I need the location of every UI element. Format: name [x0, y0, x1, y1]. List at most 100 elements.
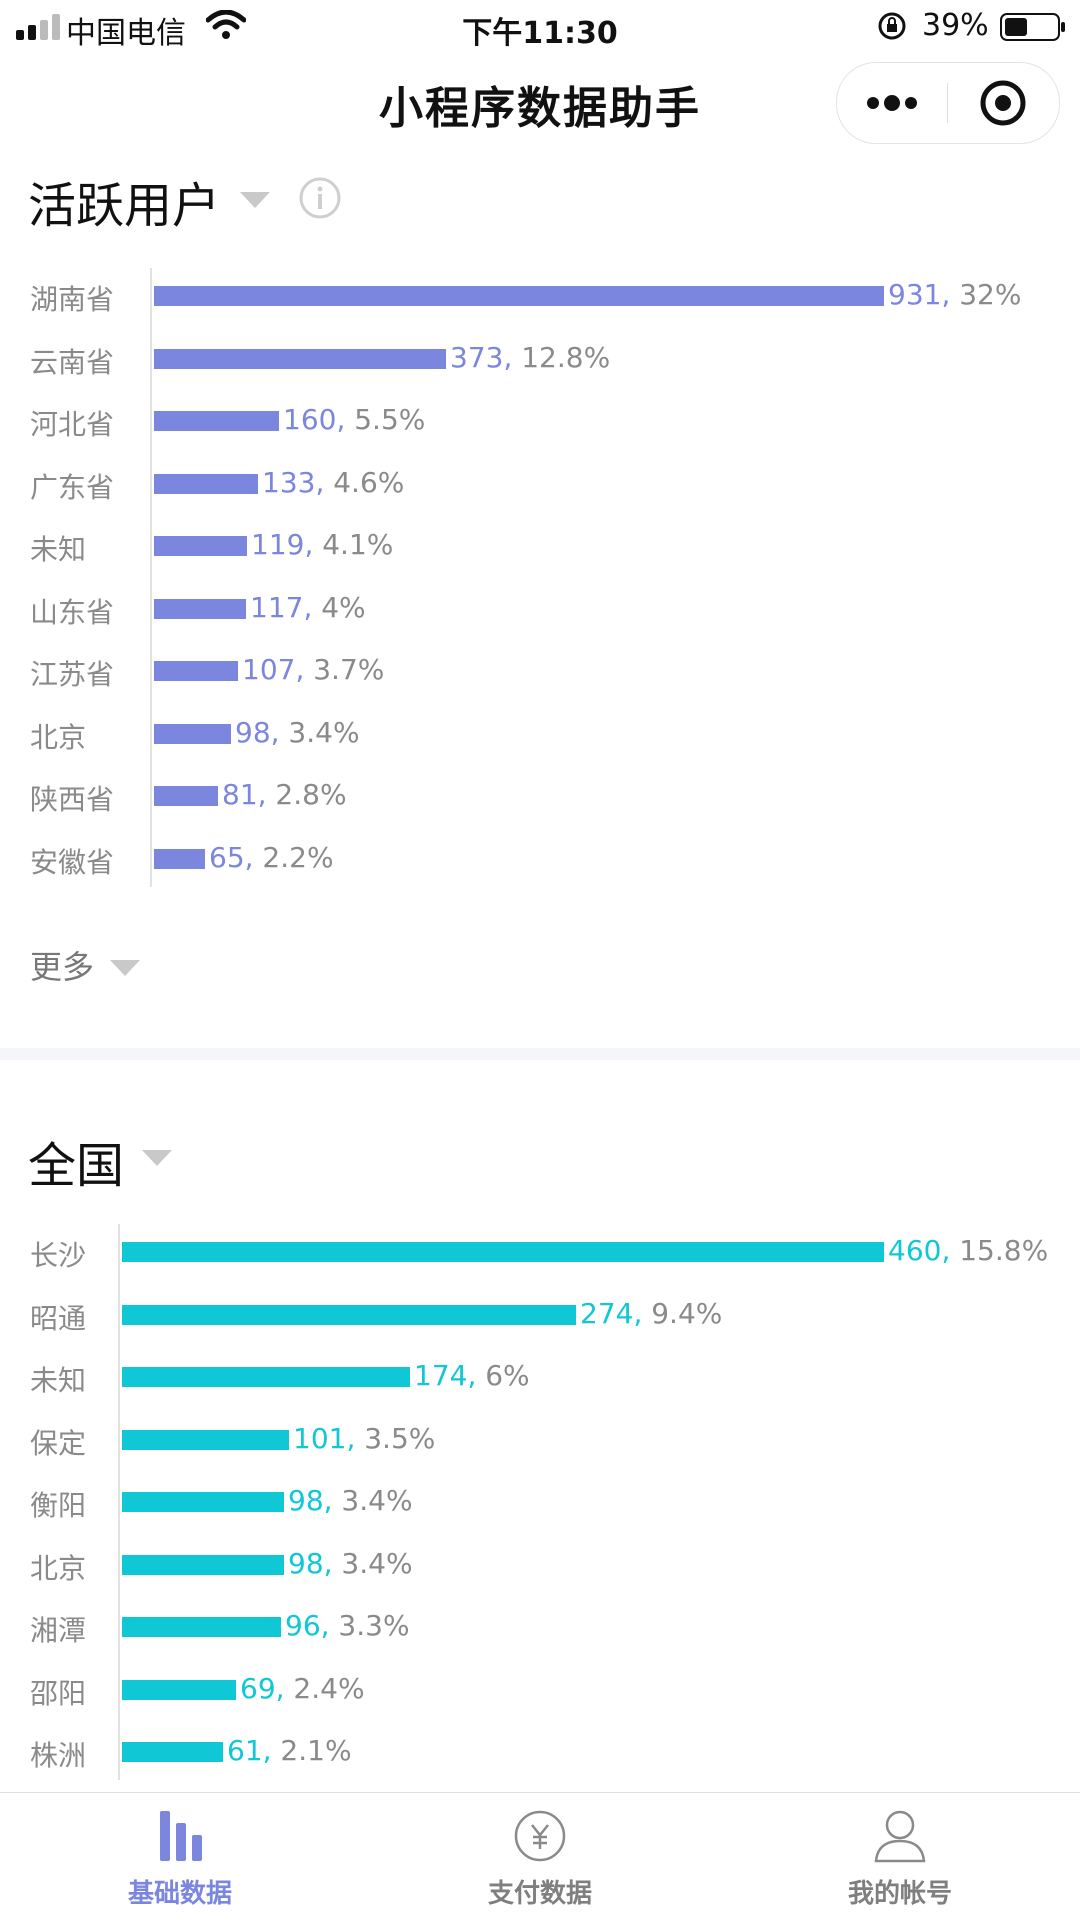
- bar: [122, 1492, 284, 1512]
- tab-basic-data-label: 基础数据: [127, 1879, 232, 1909]
- bar: [122, 1242, 884, 1262]
- tab-payment-data-label: 支付数据: [487, 1879, 592, 1909]
- bar: [154, 536, 247, 556]
- bar-value: 931,: [888, 278, 951, 311]
- bar-percent: 2.1%: [271, 1734, 352, 1767]
- bar: [154, 598, 246, 619]
- bar: [154, 848, 205, 869]
- bar-category-label: 广东省: [30, 470, 115, 504]
- more-link-label: 更多: [30, 948, 95, 986]
- bar: [122, 1679, 236, 1700]
- tab-payment-data[interactable]: 支付数据: [440, 1793, 640, 1921]
- bar: [154, 473, 258, 494]
- bar-value-label: 119, 4.1%: [251, 528, 393, 561]
- bar-value-label: 133, 4.6%: [262, 466, 404, 499]
- bar-percent: 12.8%: [512, 340, 611, 374]
- status-bar: 中国电信 下午11:30 39%: [0, 0, 1080, 54]
- bar-category-label: 湘潭: [30, 1614, 87, 1647]
- signal-icon: [16, 14, 60, 40]
- close-target-icon: [980, 80, 1026, 126]
- more-button[interactable]: [837, 63, 947, 143]
- bar-value-label: 98, 3.4%: [288, 1484, 413, 1517]
- bar-value: 96,: [285, 1609, 330, 1642]
- bar-percent: 2.2%: [253, 840, 334, 874]
- bar-category-label: 未知: [30, 1364, 87, 1397]
- capsule-divider: [947, 83, 948, 123]
- bar-percent: 4.6%: [324, 465, 405, 499]
- bar: [122, 1554, 284, 1575]
- yuan-icon: [514, 1810, 566, 1862]
- page-title: 小程序数据助手: [379, 83, 701, 134]
- bar-value: 107,: [242, 653, 305, 686]
- bar-value: 61,: [227, 1734, 272, 1767]
- carrier-name: 中国电信: [66, 16, 186, 51]
- bar-value-label: 98, 3.4%: [235, 716, 360, 749]
- bar-value: 373,: [450, 340, 513, 374]
- more-chevron-down-icon[interactable]: [110, 960, 140, 976]
- active-users-title[interactable]: 活跃用户: [28, 178, 221, 234]
- bar-category-label: 陕西省: [30, 783, 115, 816]
- bar-value: 117,: [250, 590, 313, 624]
- bar-category-label: 衡阳: [30, 1489, 87, 1522]
- bar-percent: 4%: [312, 590, 366, 624]
- bar-value: 460,: [888, 1234, 951, 1267]
- bar-value-label: 174, 6%: [414, 1359, 530, 1392]
- bar-value: 69,: [240, 1671, 285, 1705]
- bar: [154, 723, 231, 744]
- bar-category-label: 河北省: [30, 408, 115, 441]
- bar-value: 65,: [209, 840, 254, 874]
- more-dots-icon: [867, 95, 917, 111]
- bar-category-label: 云南省: [30, 345, 115, 379]
- bar-value-label: 81, 2.8%: [222, 778, 347, 811]
- rotation-lock-icon: [878, 12, 906, 40]
- bar: [154, 411, 279, 431]
- bar-percent: 3.4%: [279, 715, 360, 749]
- bar-percent: 2.8%: [266, 778, 347, 811]
- wifi-icon: [206, 10, 246, 39]
- national-title[interactable]: 全国: [28, 1138, 125, 1194]
- bar: [154, 348, 446, 369]
- bar-category-label: 保定: [30, 1426, 87, 1460]
- tab-bar: 基础数据 支付数据 我的帐号: [0, 1792, 1080, 1921]
- user-icon: [874, 1810, 926, 1863]
- section-divider: [0, 1048, 1080, 1060]
- bar-value: 98,: [288, 1546, 333, 1580]
- info-icon[interactable]: [298, 176, 342, 220]
- miniprogram-capsule: [836, 62, 1060, 144]
- national-dropdown-icon[interactable]: [142, 1150, 172, 1166]
- bar-value: 119,: [251, 528, 314, 561]
- battery-icon: [1000, 13, 1065, 41]
- bar-value-label: 69, 2.4%: [240, 1672, 365, 1705]
- chart-axis-line: [150, 268, 152, 887]
- active-users-dropdown-icon[interactable]: [240, 192, 270, 208]
- bar-category-label: 山东省: [30, 595, 115, 629]
- chart-axis-line: [118, 1224, 120, 1780]
- bar: [154, 661, 238, 681]
- bar-value-label: 65, 2.2%: [209, 841, 334, 874]
- bar-percent: 6%: [476, 1359, 530, 1392]
- bar-value-label: 460, 15.8%: [888, 1234, 1048, 1267]
- bar-value-label: 61, 2.1%: [227, 1734, 352, 1767]
- bar-percent: 2.4%: [284, 1671, 365, 1705]
- bar-value: 98,: [288, 1484, 333, 1517]
- bar-value: 160,: [283, 403, 346, 436]
- bar-category-label: 北京: [30, 1551, 87, 1585]
- bar-category-label: 株洲: [30, 1739, 87, 1772]
- bar: [154, 786, 218, 806]
- bar-percent: 3.7%: [304, 653, 385, 686]
- bar-value: 274,: [580, 1296, 643, 1330]
- bar-value: 174,: [414, 1359, 477, 1392]
- bar-value: 133,: [262, 465, 325, 499]
- more-link[interactable]: 更多: [30, 942, 94, 988]
- bar-value: 101,: [293, 1421, 356, 1455]
- bar-percent: 5.5%: [345, 403, 426, 436]
- bar-percent: 32%: [950, 278, 1022, 311]
- tab-my-account[interactable]: 我的帐号: [800, 1793, 1000, 1921]
- bar: [122, 1367, 410, 1387]
- bar-category-label: 邵阳: [30, 1676, 87, 1710]
- tab-basic-data[interactable]: 基础数据: [80, 1793, 280, 1921]
- close-button[interactable]: [948, 63, 1058, 143]
- bar-category-label: 江苏省: [30, 658, 115, 691]
- bar-category-label: 湖南省: [30, 283, 115, 316]
- clock: 下午11:30: [462, 16, 618, 51]
